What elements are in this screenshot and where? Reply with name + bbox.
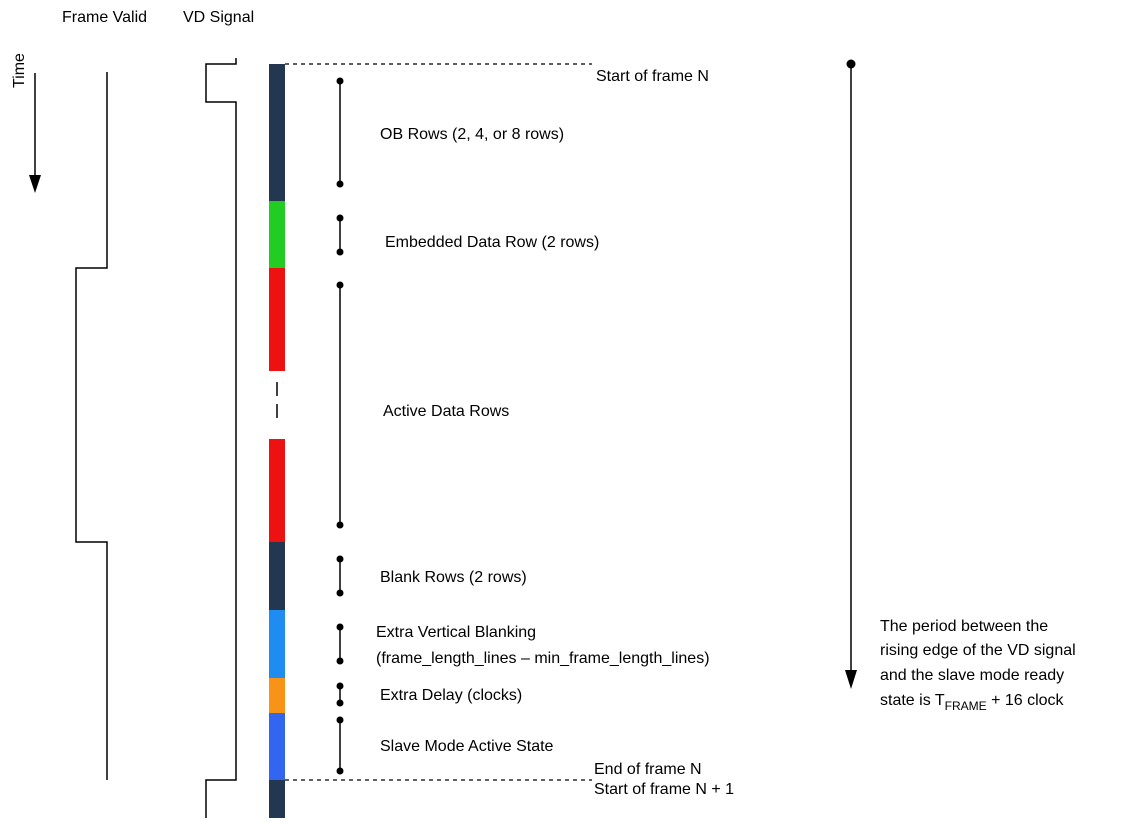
period-note-subscript: FRAME (945, 699, 987, 713)
extra-vblank-label: Extra Vertical Blanking (376, 624, 536, 641)
period-note-line1: The period between the (880, 618, 1048, 635)
frame-valid-header: Frame Valid (62, 9, 147, 26)
extra-delay-label: Extra Delay (clocks) (380, 687, 522, 704)
frame-valid-waveform (75, 72, 108, 780)
period-arrow-icon (845, 59, 857, 689)
active-data-segment-top (269, 268, 285, 371)
blank-rows-segment (269, 542, 285, 610)
end-frame-n-label: End of frame N (594, 761, 702, 778)
period-note-line3: and the slave mode ready (880, 667, 1064, 684)
segment-brackets (336, 77, 344, 775)
embedded-data-label: Embedded Data Row (2 rows) (385, 234, 599, 251)
period-note: The period between the rising edge of th… (880, 618, 1076, 713)
next-frame-segment (269, 780, 285, 818)
blank-rows-label: Blank Rows (2 rows) (380, 569, 527, 586)
active-data-label: Active Data Rows (383, 403, 509, 420)
ob-rows-segment (269, 64, 285, 201)
ob-rows-label: OB Rows (2, 4, or 8 rows) (380, 126, 564, 143)
time-arrow-icon (29, 73, 41, 193)
vd-signal-waveform (205, 58, 237, 818)
vd-signal-header: VD Signal (183, 9, 254, 26)
frame-bar (269, 64, 285, 818)
period-note-prefix: state is T (880, 692, 945, 709)
active-data-segment-bottom (269, 439, 285, 542)
embedded-data-segment (269, 201, 285, 268)
period-note-line2: rising edge of the VD signal (880, 642, 1076, 659)
extra-delay-segment (269, 678, 285, 713)
time-label: Time (11, 53, 28, 88)
period-note-suffix: + 16 clock (987, 692, 1065, 709)
slave-active-segment (269, 713, 285, 780)
start-frame-n-label: Start of frame N (596, 68, 709, 85)
slave-active-label: Slave Mode Active State (380, 738, 554, 755)
extra-vblank-segment (269, 610, 285, 678)
period-note-line4: state is TFRAME + 16 clock (880, 692, 1065, 713)
start-frame-n1-label: Start of frame N + 1 (594, 781, 734, 798)
extra-vblank-label-2: (frame_length_lines – min_frame_length_l… (376, 650, 710, 667)
